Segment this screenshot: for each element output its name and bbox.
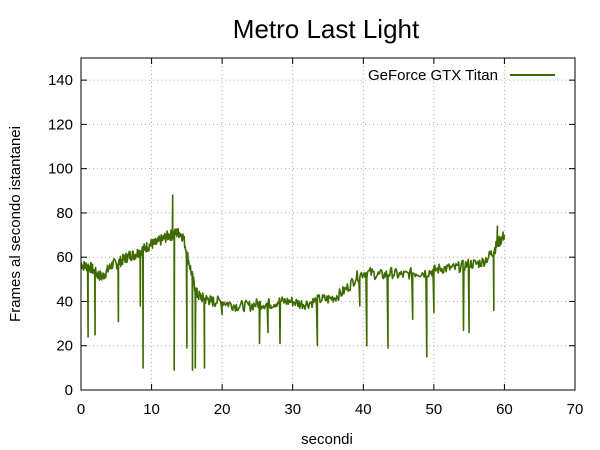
x-tick-label: 0 <box>77 401 85 418</box>
y-tick-label: 20 <box>56 338 73 355</box>
x-tick-label: 40 <box>355 401 372 418</box>
y-tick-label: 80 <box>56 205 73 222</box>
x-tick-label: 70 <box>567 401 584 418</box>
x-tick-label: 20 <box>214 401 231 418</box>
y-axis-label: Frames al secondo istantanei <box>7 126 24 322</box>
y-tick-label: 100 <box>48 161 73 178</box>
legend: GeForce GTX Titan <box>368 67 555 84</box>
x-tick-label: 30 <box>284 401 301 418</box>
chart-title: Metro Last Light <box>233 14 420 44</box>
series-layer <box>80 194 506 371</box>
y-tick-label: 140 <box>48 72 73 89</box>
plot-frame <box>80 57 576 391</box>
x-tick-label: 50 <box>426 401 443 418</box>
x-tick-label: 60 <box>496 401 513 418</box>
y-tick-label: 120 <box>48 116 73 133</box>
x-tick-label: 10 <box>143 401 160 418</box>
axis-ticks: 0 20 40 60 80 100 120 140 0 10 20 30 40 50 60 70 <box>48 58 583 418</box>
grid <box>81 58 575 390</box>
x-axis-label: secondi <box>301 431 353 448</box>
y-tick-label: 0 <box>65 382 73 399</box>
legend-label: GeForce GTX Titan <box>368 67 498 84</box>
y-tick-label: 40 <box>56 293 73 310</box>
y-tick-label: 60 <box>56 249 73 266</box>
series-line <box>80 194 506 371</box>
